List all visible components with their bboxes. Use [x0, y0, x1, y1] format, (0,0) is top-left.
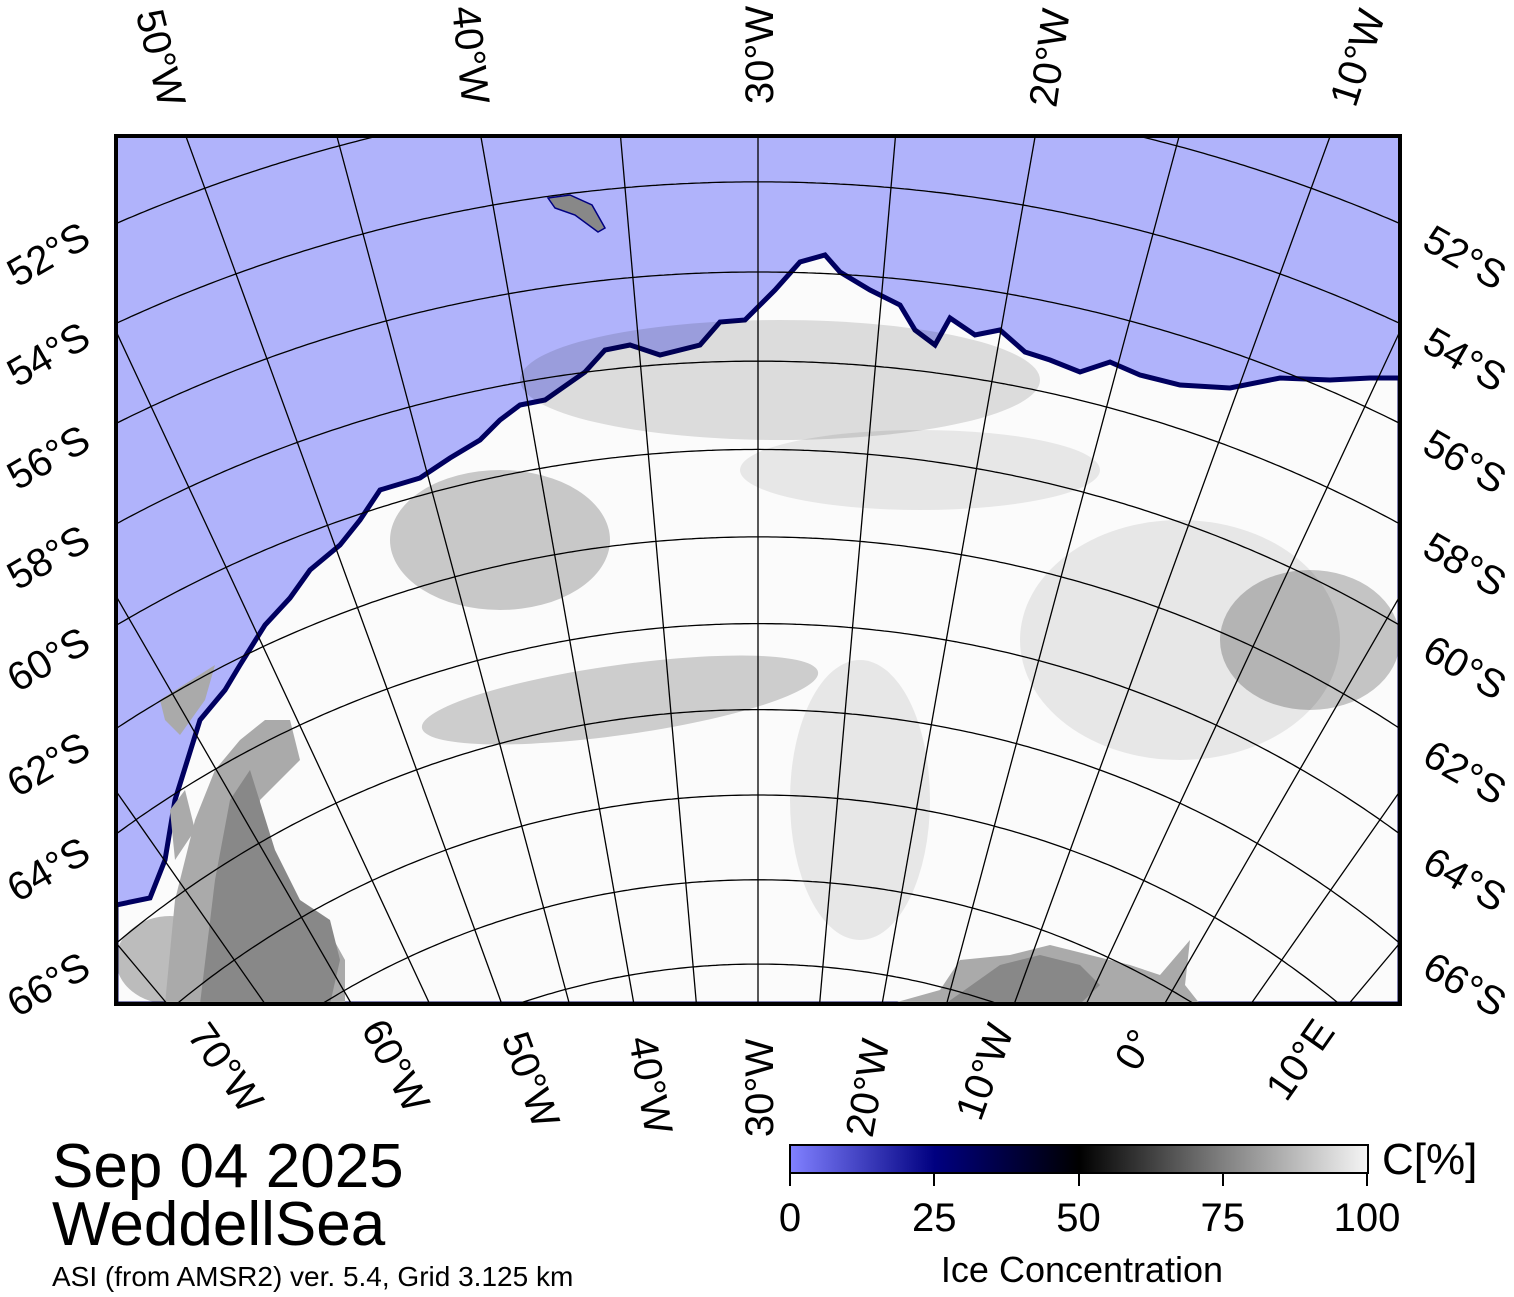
map-date: Sep 04 2025	[52, 1132, 404, 1201]
colorbar-tick-label: 0	[778, 1196, 802, 1240]
meridian--35	[619, 136, 698, 1004]
colorbar-tick-label: 25	[912, 1196, 957, 1240]
map-region: WeddellSea	[52, 1190, 386, 1259]
colorbar-tick	[789, 1172, 791, 1186]
meridian--70	[116, 942, 168, 1004]
meridian-10	[1348, 942, 1400, 1004]
land-antarctic-peninsula	[160, 665, 345, 1004]
colorbar-tick-label: 100	[1333, 1196, 1401, 1240]
meridian-0	[1163, 595, 1400, 1004]
colorbar-tick	[1366, 1172, 1368, 1186]
graticule	[116, 136, 1400, 1004]
colorbar-label: Ice Concentration	[940, 1249, 1224, 1290]
meridian--15	[945, 136, 1180, 1004]
top-lon-label: 40°W	[443, 3, 498, 107]
colorbar-tick	[933, 1172, 936, 1186]
colorbar	[789, 1144, 1369, 1174]
colorbar-unit: C[%]	[1382, 1135, 1478, 1184]
top-lon-label: 30°W	[738, 5, 783, 105]
meridian--50	[185, 136, 503, 1004]
meridian--10	[1013, 136, 1331, 1004]
bottom-lon-label: 30°W	[738, 1038, 783, 1138]
meridian--5	[1085, 330, 1400, 1004]
meridian--20	[881, 136, 1036, 1004]
meridian--40	[480, 136, 635, 1004]
meridian--65	[116, 790, 266, 1004]
island-south-georgia	[546, 194, 607, 233]
meridian--45	[336, 136, 571, 1004]
colorbar-tick	[1077, 1172, 1080, 1186]
map-border	[114, 134, 1402, 1006]
meridian-5	[1250, 790, 1400, 1004]
colorbar-tick-label: 50	[1056, 1196, 1101, 1240]
meridian--60	[116, 595, 353, 1004]
meridian--25	[818, 136, 897, 1004]
map-frame-content	[116, 136, 1400, 1004]
meridian--55	[116, 330, 431, 1004]
map-subtitle: ASI (from AMSR2) ver. 5.4, Grid 3.125 km	[52, 1261, 574, 1292]
colorbar-tick	[1221, 1172, 1224, 1186]
colorbar-tick-label: 75	[1200, 1196, 1246, 1240]
